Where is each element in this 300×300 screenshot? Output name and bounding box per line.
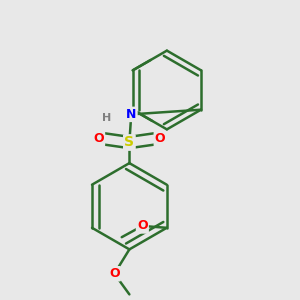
Text: O: O (109, 267, 120, 280)
Text: O: O (155, 132, 165, 145)
Text: S: S (124, 136, 134, 149)
Text: O: O (137, 219, 148, 232)
Text: N: N (126, 108, 136, 121)
Text: O: O (93, 132, 104, 145)
Text: H: H (102, 113, 112, 123)
